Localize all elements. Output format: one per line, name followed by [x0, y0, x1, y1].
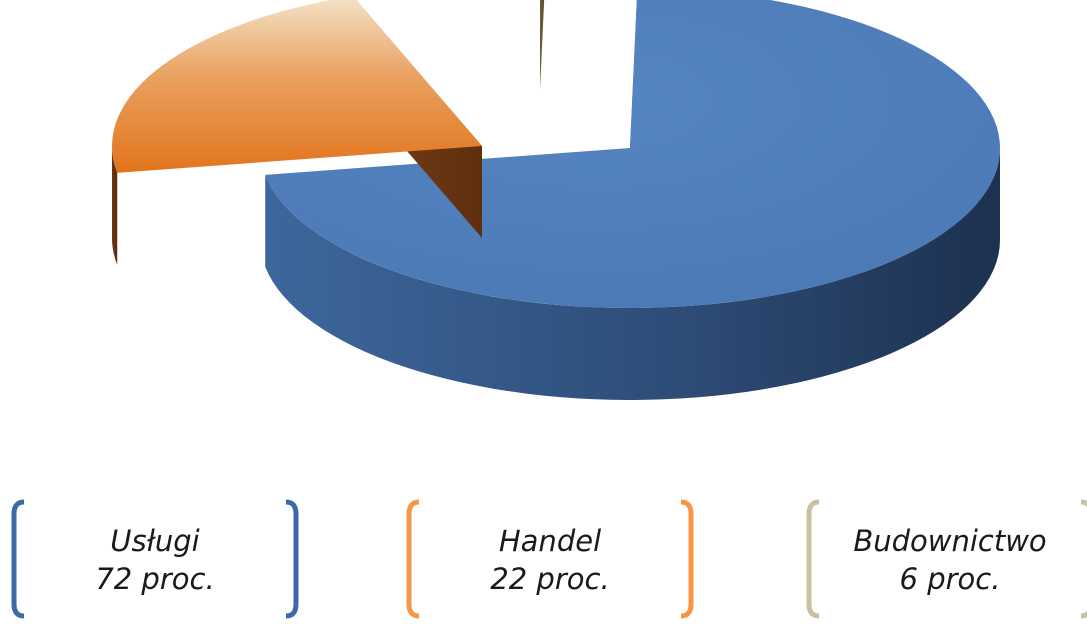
pie-slice-handel: [112, 0, 482, 265]
legend-label: Budownictwo: [853, 524, 1047, 558]
slice-top-face: [265, 0, 1001, 308]
legend-item-handel: Handel 22 proc.: [405, 498, 695, 622]
legend-label: Usługi: [110, 524, 200, 558]
slice-top-face: [112, 0, 482, 173]
legend-item-budownictwo: Budownictwo 6 proc.: [805, 498, 1087, 622]
pie-slice-us-ugi: [265, 0, 1001, 400]
slice-side-wall: [265, 148, 1000, 400]
legend-value: 6 proc.: [899, 562, 1001, 596]
legend-value: 72 proc.: [95, 562, 215, 596]
legend-label: Handel: [498, 524, 602, 558]
legend-bracket: [806, 499, 1087, 619]
pie-slice-budownictwo: [540, 0, 545, 90]
slice-cut-face: [540, 0, 545, 90]
legend-bracket: [406, 499, 694, 619]
legend-value: 22 proc.: [490, 562, 610, 596]
legend: Usługi 72 proc. Handel 22 proc. Budownictwo 6…: [0, 498, 1087, 632]
pie-chart: [112, 0, 1001, 400]
legend-bracket: [11, 499, 299, 619]
legend-item-us-ugi: Usługi 72 proc.: [10, 498, 300, 622]
slice-side-wall: [112, 146, 118, 265]
